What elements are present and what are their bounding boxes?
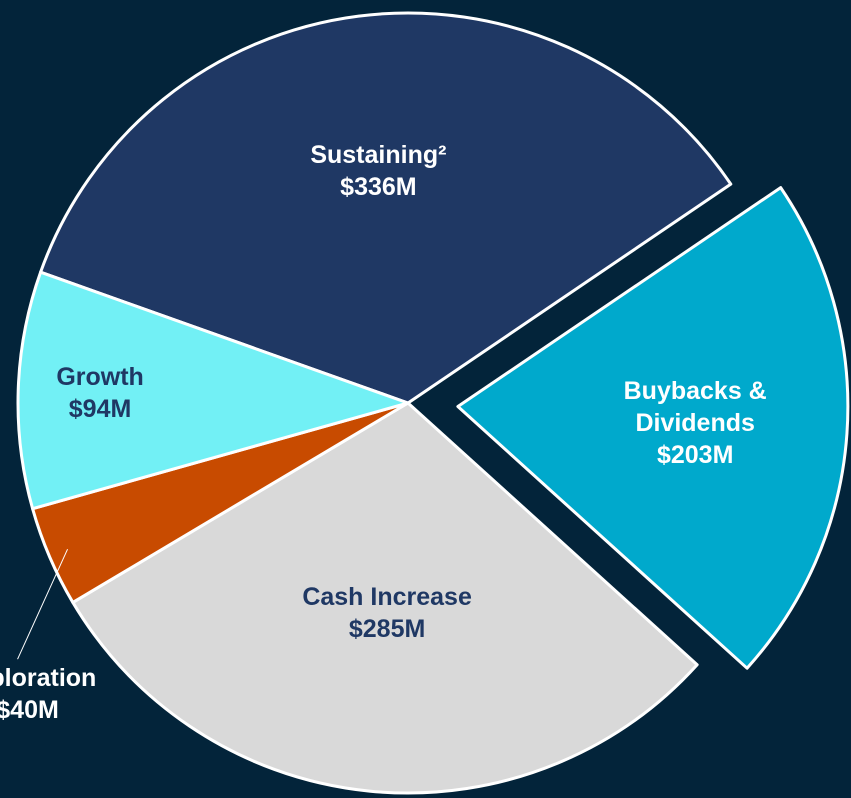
slice-value: $336M [340,172,417,201]
slice-name: Growth [56,362,144,391]
leader-line [17,548,69,660]
pie-slice [71,401,699,795]
slice-name: Exploration [0,664,97,693]
slice-value: $203M [656,441,734,470]
slice-value: $285M [348,614,426,643]
pie-slice [456,186,850,670]
slice-name: Cash Increase [302,582,472,611]
slice-label: Cash Increase $285M [302,581,472,645]
slice-label: Sustaining² $336M [310,139,446,203]
slice-name: Sustaining² [310,140,447,169]
slice-name: Buybacks & Dividends [623,377,767,438]
slice-label: Growth $94M [56,361,144,425]
slice-label: Buybacks & Dividends $203M [600,375,790,471]
slice-value: $94M [68,394,132,423]
pie-slice [16,270,410,511]
pie-slice [39,11,733,405]
slice-value: $40M [0,696,59,725]
slice-label: Exploration $40M [0,662,96,726]
